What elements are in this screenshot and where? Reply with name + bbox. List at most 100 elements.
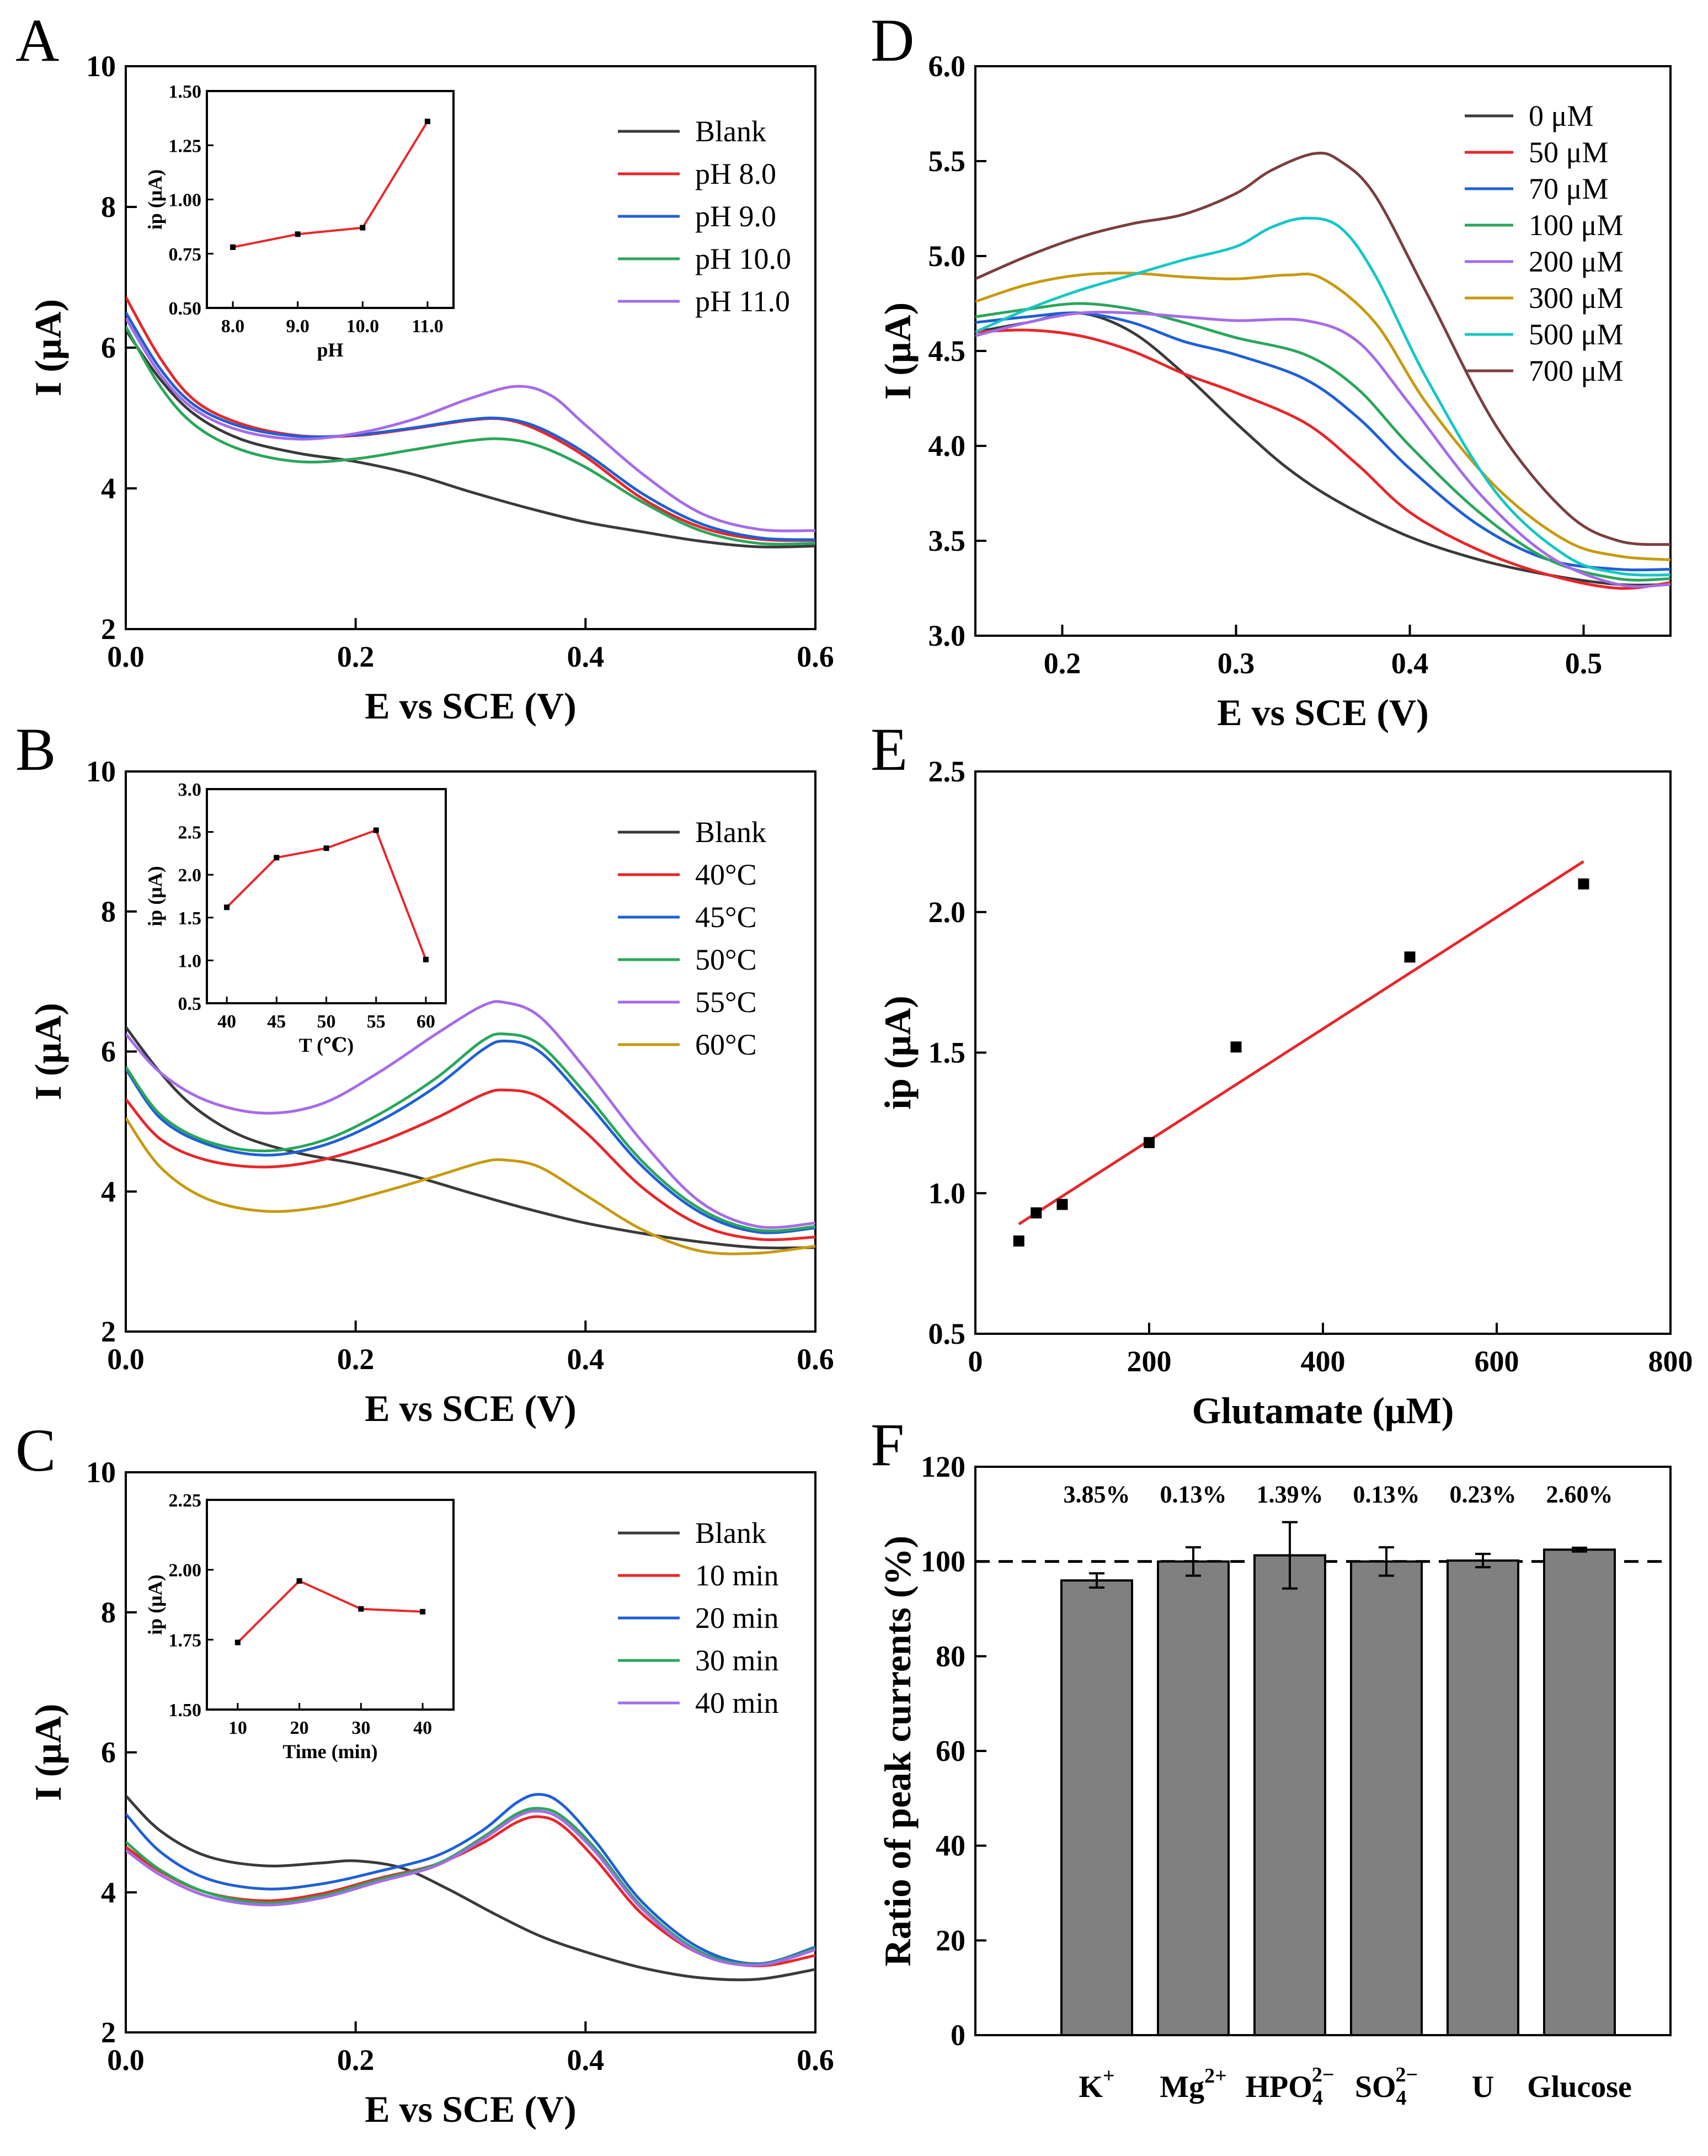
x-category-label: Mg2+ <box>1160 2064 1227 2104</box>
legend: Blank 10 min 20 min 30 min 40 min <box>618 1516 779 1720</box>
scatter-point <box>1578 878 1589 890</box>
y-tick-label: 8 <box>101 895 116 928</box>
category-subscript: 4 <box>1312 2086 1323 2110</box>
y-tick-label: 4 <box>101 1876 116 1909</box>
x-tick-label: 0.6 <box>797 2043 834 2077</box>
category-base: HPO <box>1246 2070 1312 2104</box>
inset-y-axis-title: ip (μA) <box>144 169 166 230</box>
legend-label: pH 8.0 <box>695 157 776 190</box>
x-tick-label: 0.5 <box>1565 647 1603 680</box>
inset-point <box>420 1609 426 1615</box>
x-tick-label: 0.0 <box>107 1343 145 1376</box>
inset-point <box>424 119 430 125</box>
series-line <box>126 311 815 541</box>
series-line <box>126 1032 815 1232</box>
series-line <box>126 1039 815 1234</box>
panel-c: 2 4 6 8 10 0.0 0.2 0.4 0.6 E vs SCE (V) I (μA) C Bla… <box>15 1417 834 2130</box>
inset-y-tick-label: 2.5 <box>178 823 202 843</box>
x-tick-label: 0.6 <box>797 1343 834 1376</box>
legend-label: 50°C <box>695 943 757 976</box>
inset-frame <box>206 90 455 309</box>
y-tick-label: 3.0 <box>928 619 966 652</box>
inset-x-tick-label: 9.0 <box>286 316 309 337</box>
fit-line <box>1018 860 1584 1226</box>
category-superscript: 2+ <box>1204 2064 1227 2088</box>
category-base: U <box>1472 2070 1494 2104</box>
category-superscript: + <box>1103 2064 1115 2088</box>
y-tick-label: 40 <box>936 1829 965 1862</box>
legend-label: 45°C <box>695 901 757 934</box>
x-tick-label: 800 <box>1648 1345 1693 1378</box>
inset-x-tick-label: 60 <box>417 1012 435 1032</box>
x-axis-title: E vs SCE (V) <box>365 685 577 727</box>
inset-x-tick-label: 11.0 <box>412 316 444 337</box>
bar-value-label: 3.85% <box>1064 1481 1130 1508</box>
y-axis-title: I (μA) <box>877 302 919 400</box>
inset-x-axis-title: T (℃) <box>299 1034 354 1056</box>
x-category-label: SO42− <box>1355 2063 1418 2110</box>
x-category-label: U <box>1472 2070 1494 2104</box>
series-line <box>126 326 815 546</box>
legend-label: 20 min <box>695 1601 779 1635</box>
inset-point <box>323 845 329 851</box>
inset-y-tick-label: 1.0 <box>178 951 202 971</box>
legend-label: Blank <box>695 1516 766 1550</box>
x-tick-label: 0.3 <box>1218 647 1255 680</box>
inset-y-axis-title: ip (μA) <box>144 1574 166 1635</box>
inset-point <box>360 225 366 231</box>
panel-letter: D <box>871 7 914 74</box>
inset-point <box>423 956 429 962</box>
inset-y-tick-label: 3.0 <box>178 780 202 800</box>
legend: Blank 40°C 45°C 50°C 55°C 60°C <box>618 816 766 1061</box>
y-tick-label: 10 <box>86 1456 116 1489</box>
inset-y-tick-label: 0.75 <box>169 244 202 265</box>
series-line <box>126 1088 815 1242</box>
panel-letter: B <box>15 716 56 783</box>
inset-y-tick-label: 1.50 <box>169 1700 202 1721</box>
series-line <box>126 1026 815 1249</box>
series-line <box>975 328 1670 590</box>
series-line <box>126 1117 815 1255</box>
y-tick-label: 100 <box>921 1545 965 1578</box>
y-tick-label: 4 <box>101 1175 116 1208</box>
inset-x-tick-label: 10 <box>228 1718 247 1738</box>
legend-label: 60°C <box>695 1028 757 1061</box>
x-axis-title: Glutamate (μM) <box>1192 1390 1454 1431</box>
inset-frame <box>206 788 447 1004</box>
scatter-point <box>1031 1207 1042 1218</box>
inset-point <box>234 1639 241 1646</box>
bar <box>1253 1554 1326 2036</box>
series-line <box>975 272 1670 561</box>
x-tick-label: 0 <box>968 1345 983 1378</box>
series-line <box>126 1795 815 1982</box>
x-category-label: K+ <box>1079 2064 1114 2104</box>
inset-y-tick-label: 2.25 <box>169 1490 202 1511</box>
inset-b: 0.5 1.0 1.5 2.0 2.5 3.0 40 45 50 55 60 T (℃) ip (μA) <box>144 780 447 1056</box>
y-tick-label: 8 <box>101 1596 116 1629</box>
y-tick-label: 6 <box>101 331 116 364</box>
y-tick-label: 6.0 <box>928 50 966 83</box>
inset-y-tick-label: 0.5 <box>178 994 202 1014</box>
bar-value-label: 0.23% <box>1450 1481 1517 1508</box>
legend-label: 500 μM <box>1529 318 1623 351</box>
y-tick-label: 120 <box>921 1450 965 1483</box>
scatter-point <box>1230 1041 1242 1053</box>
inset-x-tick-label: 20 <box>290 1718 309 1738</box>
inset-point <box>274 855 280 861</box>
y-axis-title: I (μA) <box>27 1703 69 1801</box>
x-tick-label: 0.2 <box>337 2043 375 2077</box>
inset-line <box>237 1579 423 1643</box>
x-tick-label: 0.4 <box>567 2043 605 2077</box>
bar <box>1157 1560 1230 2037</box>
y-tick-label: 1.0 <box>928 1177 966 1210</box>
plot-frame <box>974 770 1672 1335</box>
category-base: Mg <box>1160 2070 1204 2104</box>
legend-label: pH 9.0 <box>695 200 776 233</box>
y-tick-label: 20 <box>936 1924 965 1957</box>
y-tick-label: 2.0 <box>928 896 966 929</box>
y-tick-label: 6 <box>101 1035 116 1068</box>
y-axis-title: I (μA) <box>27 299 69 396</box>
inset-point <box>373 827 379 833</box>
inset-y-tick-label: 2.0 <box>178 865 202 886</box>
